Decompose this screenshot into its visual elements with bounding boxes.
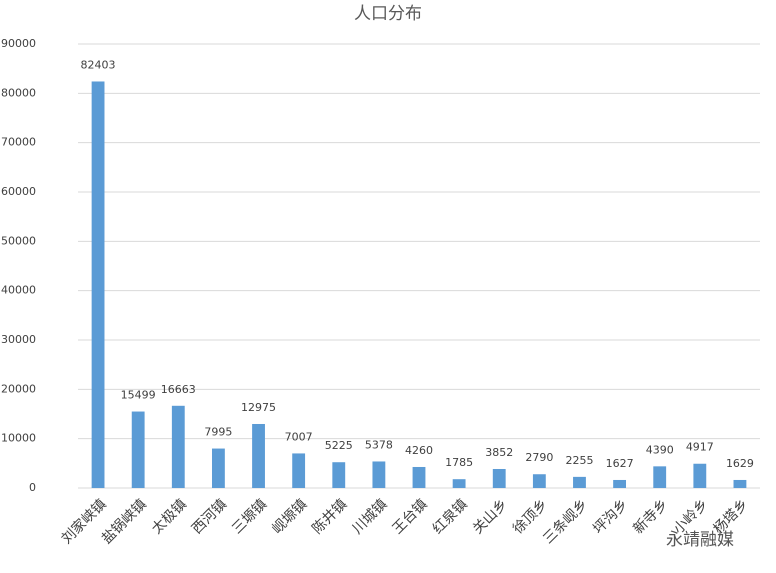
x-tick-label: 太极镇 [149, 496, 190, 537]
value-label: 4917 [686, 441, 714, 454]
bar [91, 81, 105, 489]
bar [332, 462, 346, 488]
value-label: 12975 [241, 401, 276, 414]
value-label: 5225 [325, 439, 353, 452]
y-tick-label: 40000 [1, 284, 36, 297]
watermark: 永靖融媒 [666, 530, 734, 550]
x-tick-label: 红泉镇 [429, 496, 471, 538]
bar [613, 479, 627, 488]
y-tick-label: 20000 [1, 382, 36, 395]
x-tick-label: 西河镇 [189, 496, 230, 537]
value-label: 4260 [405, 444, 433, 457]
bar [211, 448, 225, 488]
x-tick-label: 盐锅峡镇 [99, 496, 150, 547]
y-tick-label: 50000 [1, 234, 36, 247]
y-tick-label: 80000 [1, 86, 36, 99]
value-label: 5378 [365, 438, 393, 451]
x-tick-label: 陈井镇 [309, 496, 351, 538]
x-tick-label: 坪沟乡 [590, 496, 631, 537]
value-label: 4390 [646, 443, 674, 456]
x-tick-label: 岘塬镇 [269, 496, 310, 537]
y-tick-label: 90000 [1, 37, 36, 50]
y-tick-label: 60000 [1, 185, 36, 198]
bar [733, 479, 747, 488]
bar [452, 479, 466, 488]
value-label: 82403 [81, 58, 116, 71]
value-label: 15499 [121, 389, 156, 402]
bar [693, 463, 707, 488]
value-label: 7995 [204, 426, 232, 439]
bar [573, 476, 586, 488]
y-tick-label: 30000 [1, 333, 36, 346]
bar [492, 468, 506, 488]
value-label: 2255 [565, 454, 593, 467]
value-label: 1629 [726, 457, 754, 470]
bar [653, 466, 667, 488]
bar [252, 423, 265, 488]
y-tick-label: 70000 [1, 136, 36, 149]
bar [131, 411, 145, 488]
value-label: 3852 [485, 446, 513, 459]
y-tick-label: 0 [29, 481, 36, 494]
chart-title: 人口分布 [354, 4, 422, 24]
bar [292, 453, 306, 488]
value-label: 7007 [285, 430, 313, 443]
x-tick-label: 王台镇 [390, 496, 431, 537]
value-label: 16663 [161, 383, 196, 396]
bar [372, 461, 386, 488]
x-tick-label: 关山乡 [470, 496, 511, 537]
y-tick-label: 10000 [1, 432, 36, 445]
value-label: 1785 [445, 456, 473, 469]
bar [532, 474, 546, 488]
x-tick-label: 三塬镇 [229, 496, 270, 537]
x-tick-label: 三条岘乡 [540, 496, 592, 548]
value-label: 1627 [606, 457, 634, 470]
value-label: 2790 [525, 451, 553, 464]
bar [412, 466, 426, 488]
x-tick-label: 川城镇 [350, 496, 391, 537]
bar [171, 405, 185, 488]
